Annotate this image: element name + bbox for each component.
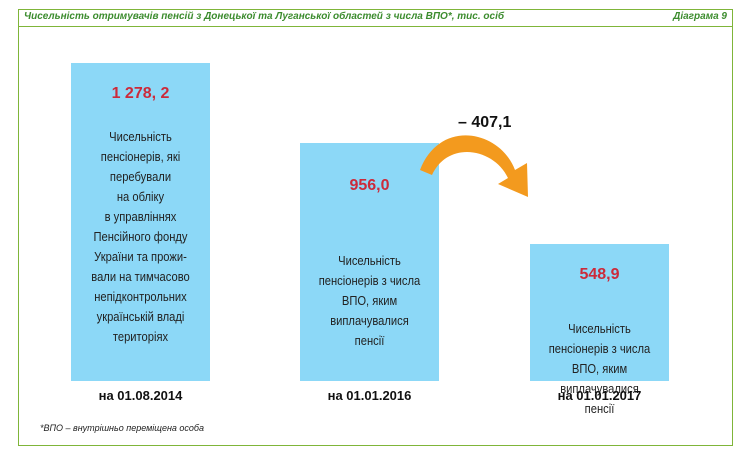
bar-description-line: виплачувалися [330, 313, 409, 328]
bar-value-label: 548,9 [579, 266, 620, 283]
bar-1: 1 278, 2 Чисельність пенсіонерів, які переб… [71, 63, 210, 381]
bar-description-line: Чисельність [109, 129, 172, 144]
category-label: на 01.08.2014 [98, 388, 183, 403]
decrease-arrow-shape [420, 135, 528, 197]
bar-description: Чисельність пенсіонерів з числа ВПО, яким в… [315, 251, 424, 351]
bar-description: Чисельність пенсіонерів, які перебували на … [86, 127, 195, 347]
header-bar [18, 9, 733, 27]
bar-description-line: Пенсійного фонду [93, 229, 188, 244]
bar-description-line: пенсіонерів з числа [548, 341, 651, 356]
bar-description-line: виплачувалися [560, 381, 639, 396]
bar-description-line: Чисельність [338, 253, 401, 268]
category-label: на 01.01.2016 [327, 388, 412, 403]
chart-title: Чисельність отримувачів пенсій з Донецьк… [24, 11, 505, 22]
bar-description-line: на обліку [116, 189, 165, 204]
diagram-number: Діаграма 9 [673, 11, 727, 22]
bar-description-line: перебували [109, 169, 172, 184]
chart-frame [18, 9, 733, 446]
category-label: на 01.01.2017 [557, 388, 642, 403]
bar-value-label: 1 278, 2 [111, 85, 170, 102]
bar-description-line: українській владі [96, 309, 185, 324]
bar-description-line: вали на тимчасово [91, 269, 190, 284]
bar-description-line: територіях [112, 329, 169, 344]
footnote: *ВПО – внутрішньо переміщена особа [40, 423, 204, 433]
bar-description-line: пенсії [354, 333, 385, 348]
bar-description: Чисельність пенсіонерів з числа ВПО, яким в… [545, 319, 654, 419]
bar-2: 956,0 Чисельність пенсіонерів з числа ВПО, … [300, 143, 439, 381]
bar-3: 548,9 Чисельність пенсіонерів з числа ВПО, … [530, 244, 669, 416]
difference-label: – 407,1 [458, 114, 512, 131]
bar-description-line: непідконтрольних [94, 289, 187, 304]
bar-description-line: пенсії [584, 401, 615, 416]
bar-description-line: Чисельність [568, 321, 631, 336]
bar-value-label: 956,0 [349, 177, 390, 194]
bar-description-line: пенсіонерів з числа [318, 273, 421, 288]
bar-description-line: України та прожи- [94, 249, 187, 264]
bar-description-line: ВПО, яким [571, 361, 628, 376]
bar-description-line: в управліннях [104, 209, 177, 224]
bar-description-line: пенсіонерів, які [100, 149, 181, 164]
bar-description-line: ВПО, яким [341, 293, 398, 308]
